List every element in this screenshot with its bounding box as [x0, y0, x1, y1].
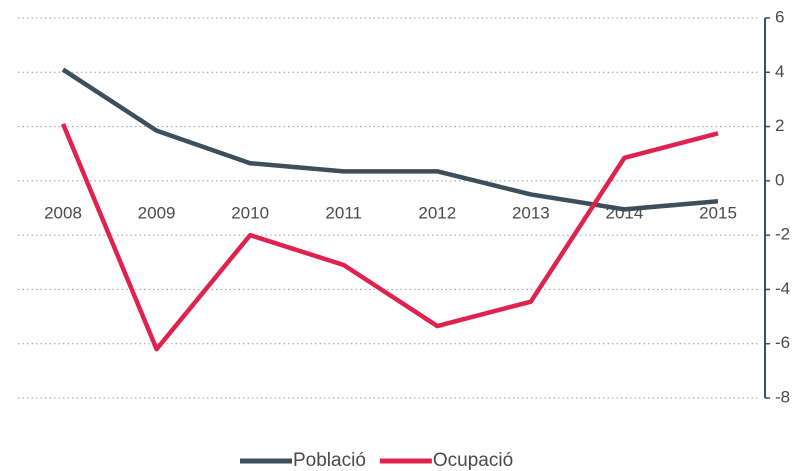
x-tick-label: 2009: [138, 203, 176, 222]
x-tick-label: 2011: [325, 203, 362, 222]
x-tick-label: 2010: [231, 203, 269, 222]
y-tick-label: -8: [775, 387, 790, 406]
x-tick-label: 2008: [44, 203, 82, 222]
line-series: [61, 67, 719, 212]
x-tick-label: 2015: [699, 203, 737, 222]
y-tick-label: 0: [775, 170, 784, 189]
y-tick-label: 4: [775, 62, 784, 81]
x-tick-label: 2012: [418, 203, 456, 222]
y-tick-label: 6: [775, 7, 784, 26]
y-tick-label: -6: [775, 333, 790, 352]
line-series: [60, 122, 719, 352]
y-tick-label: -2: [775, 225, 790, 244]
legend-label: Població: [293, 450, 366, 471]
y-tick-label: 2: [775, 116, 784, 135]
x-tick-label: 2013: [512, 203, 550, 222]
legend-label: Ocupació: [433, 450, 513, 471]
y-tick-label: -4: [775, 279, 790, 298]
